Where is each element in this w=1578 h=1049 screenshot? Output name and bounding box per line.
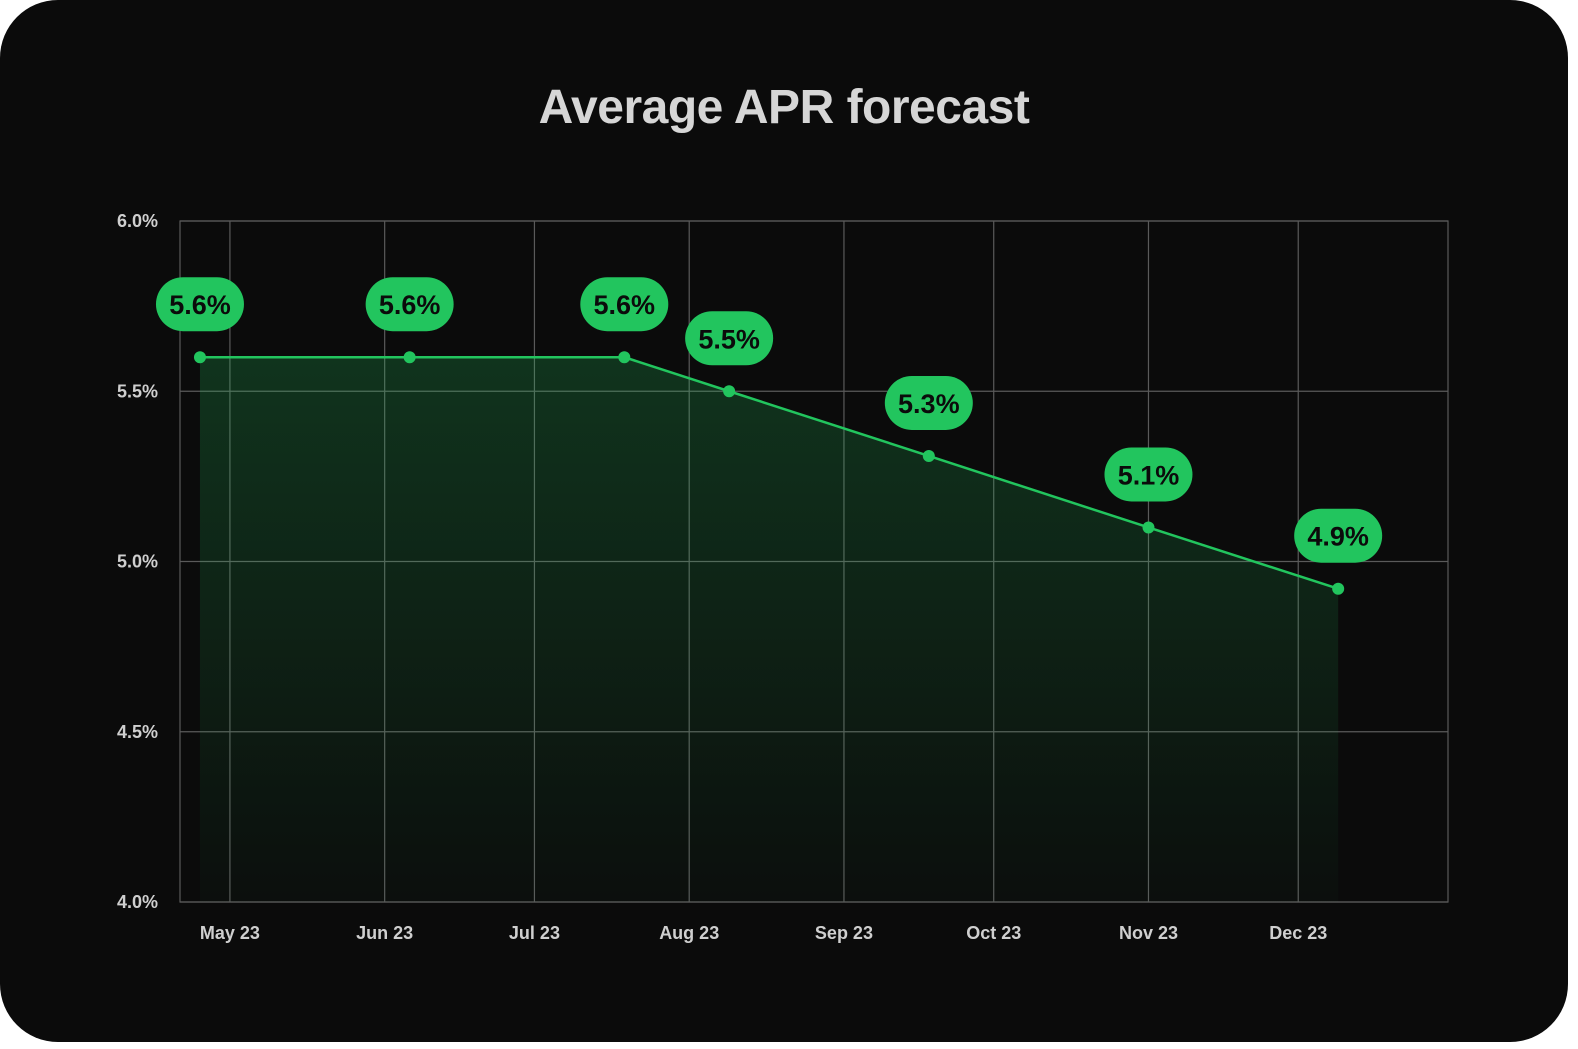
area-fill (199, 357, 1339, 902)
data-label-pill (1104, 447, 1193, 502)
data-label: 5.5% (698, 324, 760, 354)
x-tick-label: Sep 23 (815, 923, 873, 943)
data-label-pill (365, 277, 454, 332)
x-tick-label: Oct 23 (966, 923, 1021, 943)
data-point (922, 449, 935, 462)
data-label: 4.9% (1307, 522, 1369, 552)
data-label: 5.6% (169, 290, 231, 320)
y-tick-label: 4.0% (117, 892, 158, 912)
chart-title: Average APR forecast (538, 81, 1030, 134)
x-tick-label: Nov 23 (1119, 923, 1178, 943)
y-tick-label: 5.5% (117, 381, 158, 401)
data-point (1332, 582, 1345, 595)
data-point (618, 351, 631, 364)
x-tick-label: Jun 23 (356, 923, 413, 943)
data-point (193, 351, 206, 364)
data-point (723, 385, 736, 398)
data-label-pill (1294, 508, 1383, 563)
data-label-pill (685, 311, 774, 366)
y-tick-label: 5.0% (117, 552, 158, 572)
data-point (1142, 521, 1155, 534)
data-label-pill (884, 375, 973, 430)
data-label-pill (155, 277, 244, 332)
y-tick-label: 6.0% (117, 211, 158, 231)
y-tick-label: 4.5% (117, 722, 158, 742)
x-tick-label: Dec 23 (1269, 923, 1327, 943)
data-label-pill (580, 277, 669, 332)
data-point (403, 351, 416, 364)
data-label: 5.6% (379, 290, 441, 320)
data-label: 5.6% (594, 290, 656, 320)
x-tick-label: Aug 23 (659, 923, 719, 943)
x-tick-label: May 23 (200, 923, 260, 943)
data-label: 5.3% (898, 389, 960, 419)
data-label: 5.1% (1118, 460, 1180, 490)
x-tick-label: Jul 23 (509, 923, 560, 943)
